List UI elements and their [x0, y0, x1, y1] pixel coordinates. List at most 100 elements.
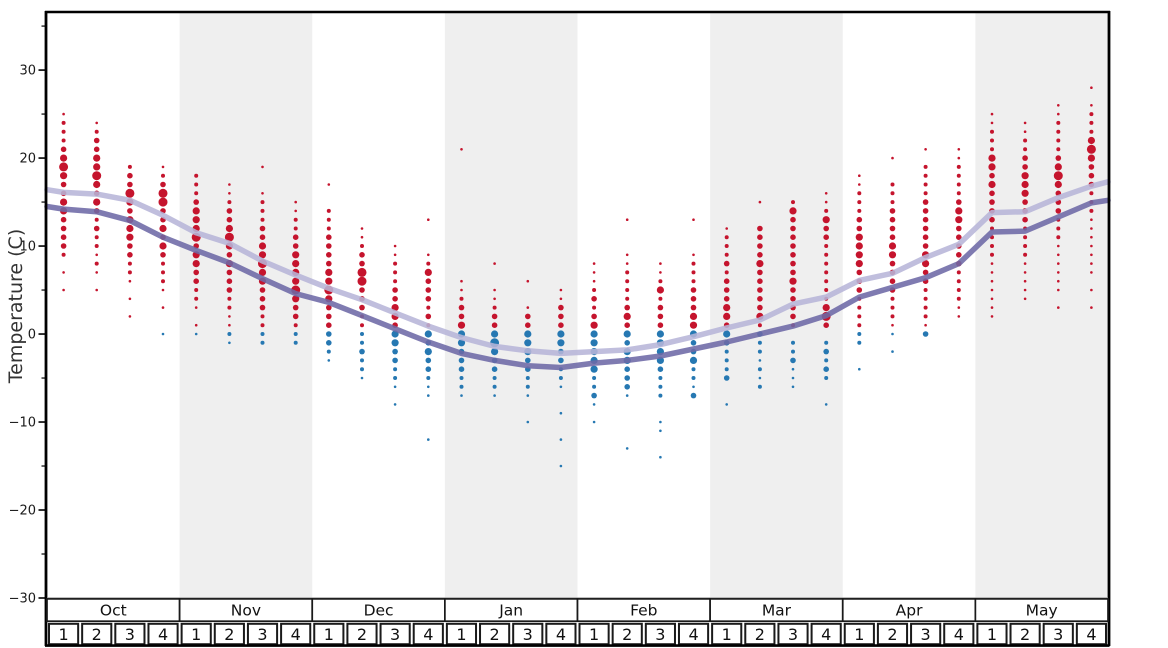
week-cell — [412, 622, 444, 646]
max-temp-dot — [856, 216, 863, 223]
max-temp-dot — [922, 199, 929, 205]
max-temp-dot — [61, 120, 66, 125]
max-temp-dot — [822, 304, 830, 312]
max-temp-dot — [757, 243, 763, 249]
max-temp-dot — [758, 200, 762, 204]
max-temp-dot — [292, 277, 300, 285]
max-temp-dot — [888, 251, 897, 259]
max-temp-dot — [359, 287, 365, 293]
y-tick-label: −20 — [9, 504, 36, 519]
max-temp-dot — [1056, 235, 1061, 240]
max-temp-dot — [625, 218, 629, 221]
max-temp-dot — [292, 251, 300, 259]
max-temp-dot — [824, 279, 829, 284]
max-temp-dot — [1088, 164, 1095, 170]
max-temp-dot — [824, 252, 829, 257]
max-temp-dot — [858, 183, 861, 186]
max-temp-dot — [93, 154, 101, 162]
max-temp-dot — [1056, 147, 1061, 152]
max-temp-dot — [292, 260, 300, 268]
max-temp-dot — [559, 297, 563, 301]
min-temp-dot — [359, 348, 365, 355]
min-temp-dot — [559, 385, 563, 389]
max-temp-dot — [160, 181, 166, 188]
max-temp-dot — [94, 217, 99, 222]
min-temp-dot — [425, 357, 432, 364]
min-temp-dot — [559, 438, 563, 441]
avg-max-line — [44, 179, 1111, 357]
week-cell — [114, 622, 146, 646]
max-temp-dot — [890, 305, 895, 310]
min-temp-dot — [526, 420, 530, 424]
max-temp-dot — [891, 323, 894, 327]
max-temp-dot — [923, 182, 928, 187]
max-temp-dot — [890, 191, 895, 196]
week-label: 2 — [755, 625, 765, 644]
max-temp-dot — [990, 271, 994, 274]
max-temp-dot — [659, 271, 662, 274]
max-temp-dot — [1089, 112, 1094, 117]
max-temp-dot — [426, 305, 431, 310]
max-temp-dot — [824, 200, 828, 204]
max-temp-dot — [592, 279, 596, 283]
month-label: Nov — [231, 602, 261, 620]
week-label: 1 — [987, 625, 997, 644]
max-temp-dot — [93, 198, 101, 206]
week-cell — [81, 622, 113, 646]
max-temp-dot — [392, 296, 398, 302]
min-temp-dot — [891, 350, 894, 353]
max-temp-dot — [228, 315, 231, 318]
week-label: 1 — [191, 625, 201, 644]
max-temp-dot — [1057, 271, 1060, 274]
max-temp-dot — [824, 208, 829, 213]
max-temp-dot — [93, 163, 101, 171]
max-temp-dot — [691, 270, 696, 275]
min-temp-dot — [425, 366, 432, 373]
max-temp-dot — [790, 225, 796, 232]
min-temp-dot — [391, 339, 399, 347]
week-label: 4 — [1086, 625, 1096, 644]
max-temp-dot — [161, 306, 165, 309]
min-temp-dot — [360, 332, 364, 336]
min-temp-dot — [691, 367, 696, 372]
max-temp-dot — [92, 171, 102, 181]
max-temp-dot — [922, 216, 929, 223]
max-temp-dot — [460, 288, 463, 292]
max-temp-dot — [260, 208, 265, 213]
max-temp-dot — [790, 269, 796, 276]
max-temp-dot — [62, 271, 65, 274]
max-temp-dot — [658, 279, 663, 284]
max-temp-dot — [128, 297, 132, 301]
max-temp-dot — [458, 313, 465, 320]
max-temp-dot — [227, 296, 232, 301]
max-temp-dot — [261, 165, 264, 169]
week-label: 1 — [589, 625, 599, 644]
max-temp-dot — [724, 235, 729, 240]
max-temp-dot — [194, 173, 199, 178]
max-temp-dot — [393, 261, 398, 266]
max-temp-dot — [93, 146, 100, 153]
max-temp-dot — [525, 313, 531, 320]
max-temp-dot — [260, 323, 265, 328]
max-temp-dot — [1022, 216, 1028, 223]
max-temp-dot — [259, 296, 266, 302]
max-temp-dot — [1088, 172, 1095, 179]
max-temp-dot — [326, 243, 332, 249]
month-cell — [974, 598, 1109, 623]
max-temp-dot — [158, 197, 168, 207]
max-temp-dot — [824, 192, 828, 195]
max-temp-dot — [128, 279, 132, 283]
week-label: 3 — [1053, 625, 1063, 644]
month-band — [179, 12, 313, 598]
max-temp-dot — [392, 287, 398, 293]
max-temp-dot — [923, 305, 928, 310]
max-temp-dot — [990, 297, 994, 301]
min-temp-dot — [624, 375, 630, 381]
max-temp-dot — [459, 296, 464, 301]
min-temp-dot — [656, 330, 665, 338]
max-temp-dot — [1023, 121, 1027, 125]
week-cell — [545, 622, 577, 646]
min-temp-dot — [724, 349, 729, 354]
max-temp-dot — [957, 306, 961, 309]
